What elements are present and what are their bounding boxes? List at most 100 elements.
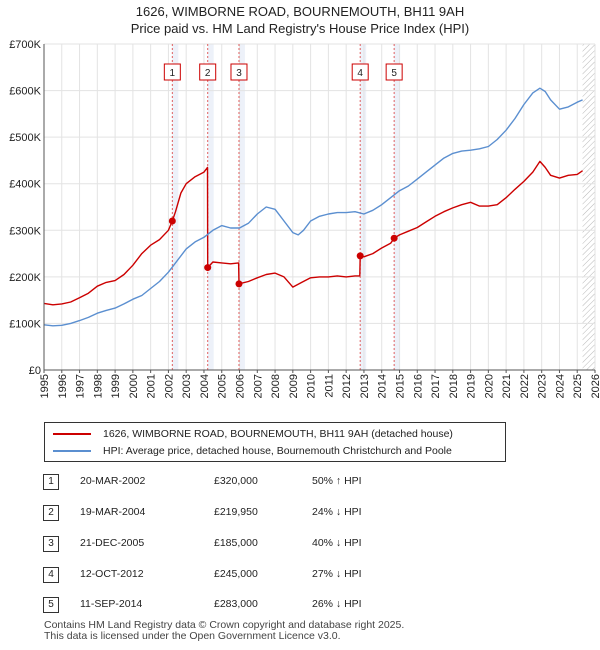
- y-tick-label: £600K: [9, 86, 41, 98]
- transaction-hpi: 27% ↓ HPI: [312, 568, 362, 580]
- sale-point: [204, 264, 212, 272]
- purchase-band: [238, 44, 245, 370]
- transaction-date: 12-OCT-2012: [80, 568, 144, 580]
- footer-copyright: Contains HM Land Registry data © Crown c…: [44, 619, 405, 631]
- y-tick-label: £700K: [9, 39, 41, 51]
- series-line-property: [43, 160, 583, 306]
- x-tick-label: 2018: [448, 374, 460, 398]
- footer-license: This data is licensed under the Open Gov…: [44, 630, 341, 642]
- transaction-hpi: 50% ↑ HPI: [312, 475, 362, 487]
- transaction-price: £185,000: [214, 537, 258, 549]
- y-tick-label: £500K: [9, 132, 41, 144]
- marker-box: [199, 63, 217, 81]
- x-tick-label: 2010: [306, 374, 318, 398]
- plot-area: [44, 44, 595, 370]
- x-tick-label: 2015: [394, 374, 406, 398]
- x-tick-label: 1995: [39, 374, 51, 398]
- marker-box: [163, 63, 181, 81]
- y-tick-label: £400K: [9, 179, 41, 191]
- purchase-band: [172, 44, 179, 370]
- x-tick-label: 2014: [377, 374, 389, 398]
- x-tick-label: 2023: [537, 374, 549, 398]
- legend-swatch-hpi: [53, 450, 91, 452]
- transaction-price: £320,000: [214, 475, 258, 487]
- legend-label-hpi: HPI: Average price, detached house, Bour…: [103, 445, 452, 457]
- marker-label: 5: [391, 68, 397, 79]
- x-tick-label: 2022: [519, 374, 531, 398]
- x-tick-label: 1998: [92, 374, 104, 398]
- transaction-row: 2 19-MAR-2004 £219,950 24% ↓ HPI: [0, 505, 600, 523]
- transaction-number: 2: [43, 505, 59, 521]
- marker-label: 2: [205, 68, 211, 79]
- transaction-row: 4 12-OCT-2012 £245,000 27% ↓ HPI: [0, 567, 600, 585]
- transaction-price: £283,000: [214, 598, 258, 610]
- transaction-row: 3 21-DEC-2005 £185,000 40% ↓ HPI: [0, 536, 600, 554]
- x-tick-label: 2026: [590, 374, 600, 398]
- x-tick-label: 1999: [110, 374, 122, 398]
- x-tick-label: 2001: [146, 374, 158, 398]
- series-line-hpi: [43, 87, 583, 327]
- purchase-band: [394, 44, 401, 370]
- forecast-hatch: [582, 44, 595, 370]
- x-tick-label: 2013: [359, 374, 371, 398]
- marker-box: [230, 63, 248, 81]
- x-tick-label: 2021: [501, 374, 513, 398]
- transaction-number: 5: [43, 597, 59, 613]
- transaction-number: 3: [43, 536, 59, 552]
- x-tick-label: 2008: [270, 374, 282, 398]
- x-tick-label: 2004: [199, 374, 211, 398]
- sale-point: [356, 252, 364, 260]
- purchase-band: [207, 44, 214, 370]
- x-tick-label: 2007: [252, 374, 264, 398]
- y-tick-label: £0: [29, 365, 41, 377]
- transaction-date: 21-DEC-2005: [80, 537, 145, 549]
- marker-label: 4: [357, 68, 363, 79]
- x-tick-label: 2019: [466, 374, 478, 398]
- sale-point: [168, 217, 176, 225]
- x-tick-label: 1997: [75, 374, 87, 398]
- transaction-date: 20-MAR-2002: [80, 475, 146, 487]
- price-chart: 1 2 3 4 5 £0 £100K £200K £300K £400K £500K £600K £7…: [9, 39, 600, 398]
- x-tick-label: 2005: [217, 374, 229, 398]
- transaction-date: 19-MAR-2004: [80, 506, 146, 518]
- legend-item-hpi: HPI: Average price, detached house, Bour…: [53, 443, 452, 459]
- x-tick-label: 2000: [128, 374, 140, 398]
- chart-subtitle: Price paid vs. HM Land Registry's House …: [130, 21, 470, 36]
- purchase-band: [360, 44, 367, 370]
- transaction-hpi: 26% ↓ HPI: [312, 598, 362, 610]
- transaction-date: 11-SEP-2014: [80, 598, 143, 610]
- x-tick-label: 2016: [412, 374, 424, 398]
- transaction-price: £219,950: [214, 506, 258, 518]
- x-tick-label: 2002: [163, 374, 175, 398]
- y-tick-label: £100K: [9, 318, 41, 330]
- chart-title: 1626, WIMBORNE ROAD, BOURNEMOUTH, BH11 9…: [135, 4, 465, 19]
- x-tick-label: 2011: [323, 374, 335, 398]
- x-tick-label: 2024: [554, 374, 566, 398]
- legend-label-property: 1626, WIMBORNE ROAD, BOURNEMOUTH, BH11 9…: [103, 428, 453, 440]
- x-tick-label: 1996: [57, 374, 69, 398]
- transaction-row: 1 20-MAR-2002 £320,000 50% ↑ HPI: [0, 474, 600, 492]
- y-tick-label: £300K: [9, 225, 41, 237]
- transaction-row: 5 11-SEP-2014 £283,000 26% ↓ HPI: [0, 597, 600, 615]
- x-tick-label: 2025: [572, 374, 584, 398]
- marker-box: [385, 63, 403, 81]
- sale-point: [235, 280, 243, 288]
- transaction-number: 1: [43, 474, 59, 490]
- legend-item-property: 1626, WIMBORNE ROAD, BOURNEMOUTH, BH11 9…: [53, 426, 453, 442]
- x-tick-label: 2009: [288, 374, 300, 398]
- x-tick-label: 2020: [483, 374, 495, 398]
- transaction-hpi: 40% ↓ HPI: [312, 537, 362, 549]
- y-tick-label: £200K: [9, 272, 41, 284]
- transaction-hpi: 24% ↓ HPI: [312, 506, 362, 518]
- legend-swatch-property: [53, 433, 91, 435]
- marker-label: 1: [170, 68, 176, 79]
- x-tick-label: 2017: [430, 374, 442, 398]
- transaction-price: £245,000: [214, 568, 258, 580]
- x-tick-label: 2012: [341, 374, 353, 398]
- marker-box: [351, 63, 369, 81]
- transaction-number: 4: [43, 567, 59, 583]
- x-tick-label: 2003: [181, 374, 193, 398]
- x-tick-label: 2006: [235, 374, 247, 398]
- legend: 1626, WIMBORNE ROAD, BOURNEMOUTH, BH11 9…: [44, 422, 506, 462]
- marker-label: 3: [236, 68, 242, 79]
